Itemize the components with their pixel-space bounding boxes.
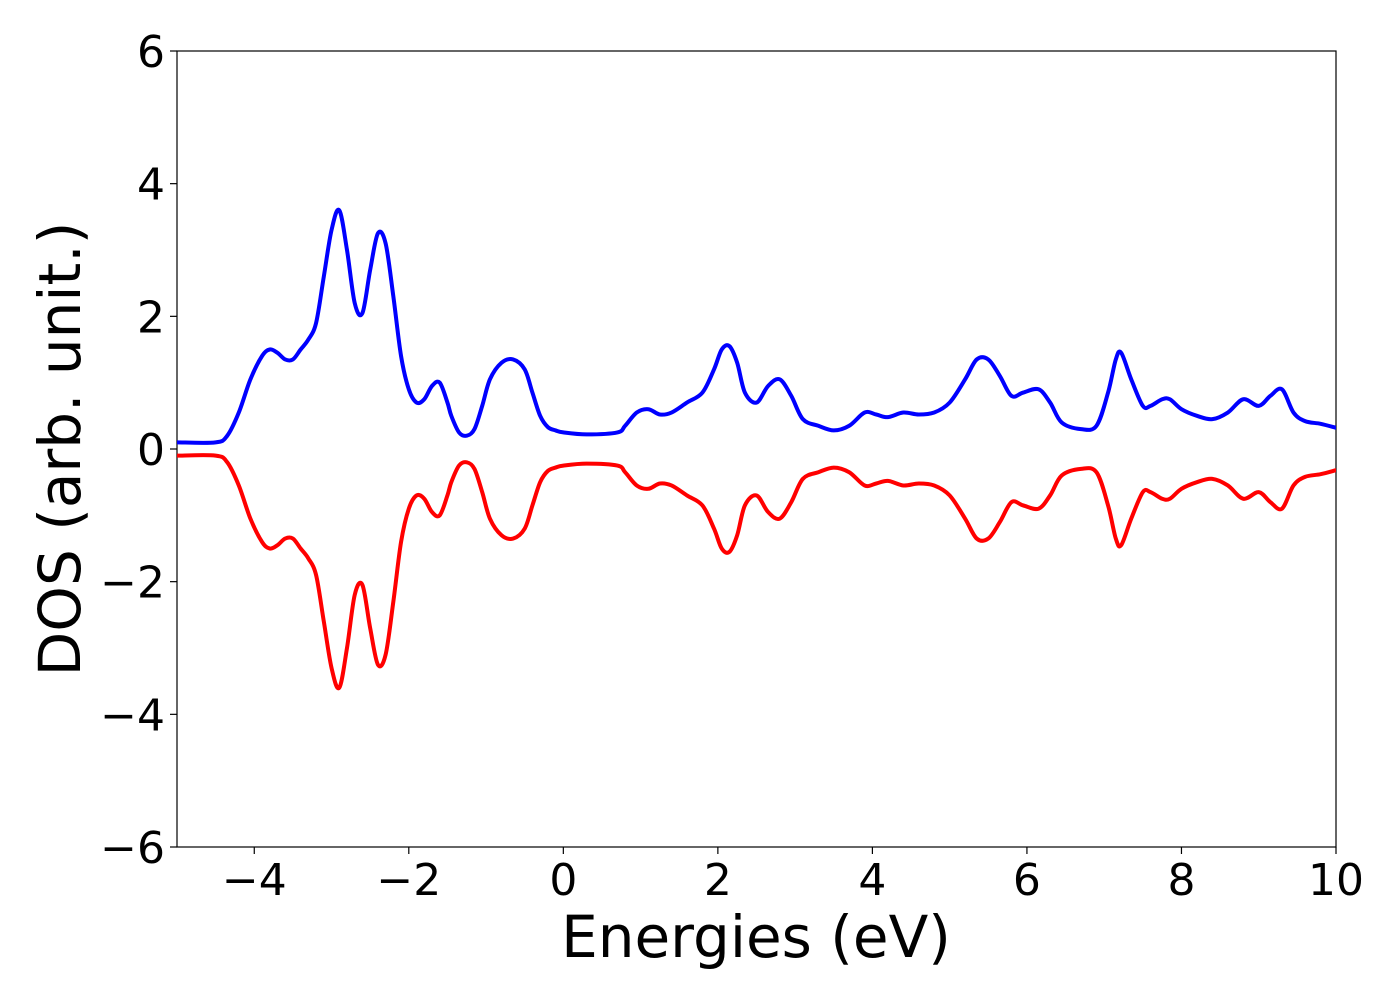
x-axis-ticks: −4 −2 0 2 4 6 8 10 <box>222 847 1364 906</box>
plot-area <box>176 50 1337 848</box>
x-axis-label: Energies (eV) <box>561 903 951 971</box>
y-tick-label: 2 <box>137 292 165 343</box>
y-axis-ticks: −6 −4 −2 0 2 4 6 <box>100 27 177 874</box>
x-tick-label: 4 <box>858 855 886 906</box>
series-line-red <box>177 453 1336 691</box>
x-tick-label: 6 <box>1013 855 1041 906</box>
y-tick-label: 4 <box>137 160 165 211</box>
y-tick-label: −6 <box>100 823 165 874</box>
x-tick-label: −4 <box>222 855 287 906</box>
x-tick-label: −2 <box>376 855 441 906</box>
x-tick-label: 2 <box>704 855 732 906</box>
y-tick-label: −2 <box>100 558 165 609</box>
y-tick-label: 6 <box>137 27 165 78</box>
plot-frame <box>176 50 1337 848</box>
y-tick-label: −4 <box>100 690 165 741</box>
series-layer <box>177 207 1336 691</box>
x-tick-label: 10 <box>1308 855 1364 906</box>
series-line-blue <box>177 207 1336 445</box>
y-axis-label: DOS (arb. unit.) <box>26 222 94 677</box>
x-tick-label: 8 <box>1167 855 1195 906</box>
y-tick-label: 0 <box>137 425 165 476</box>
x-tick-label: 0 <box>549 855 577 906</box>
